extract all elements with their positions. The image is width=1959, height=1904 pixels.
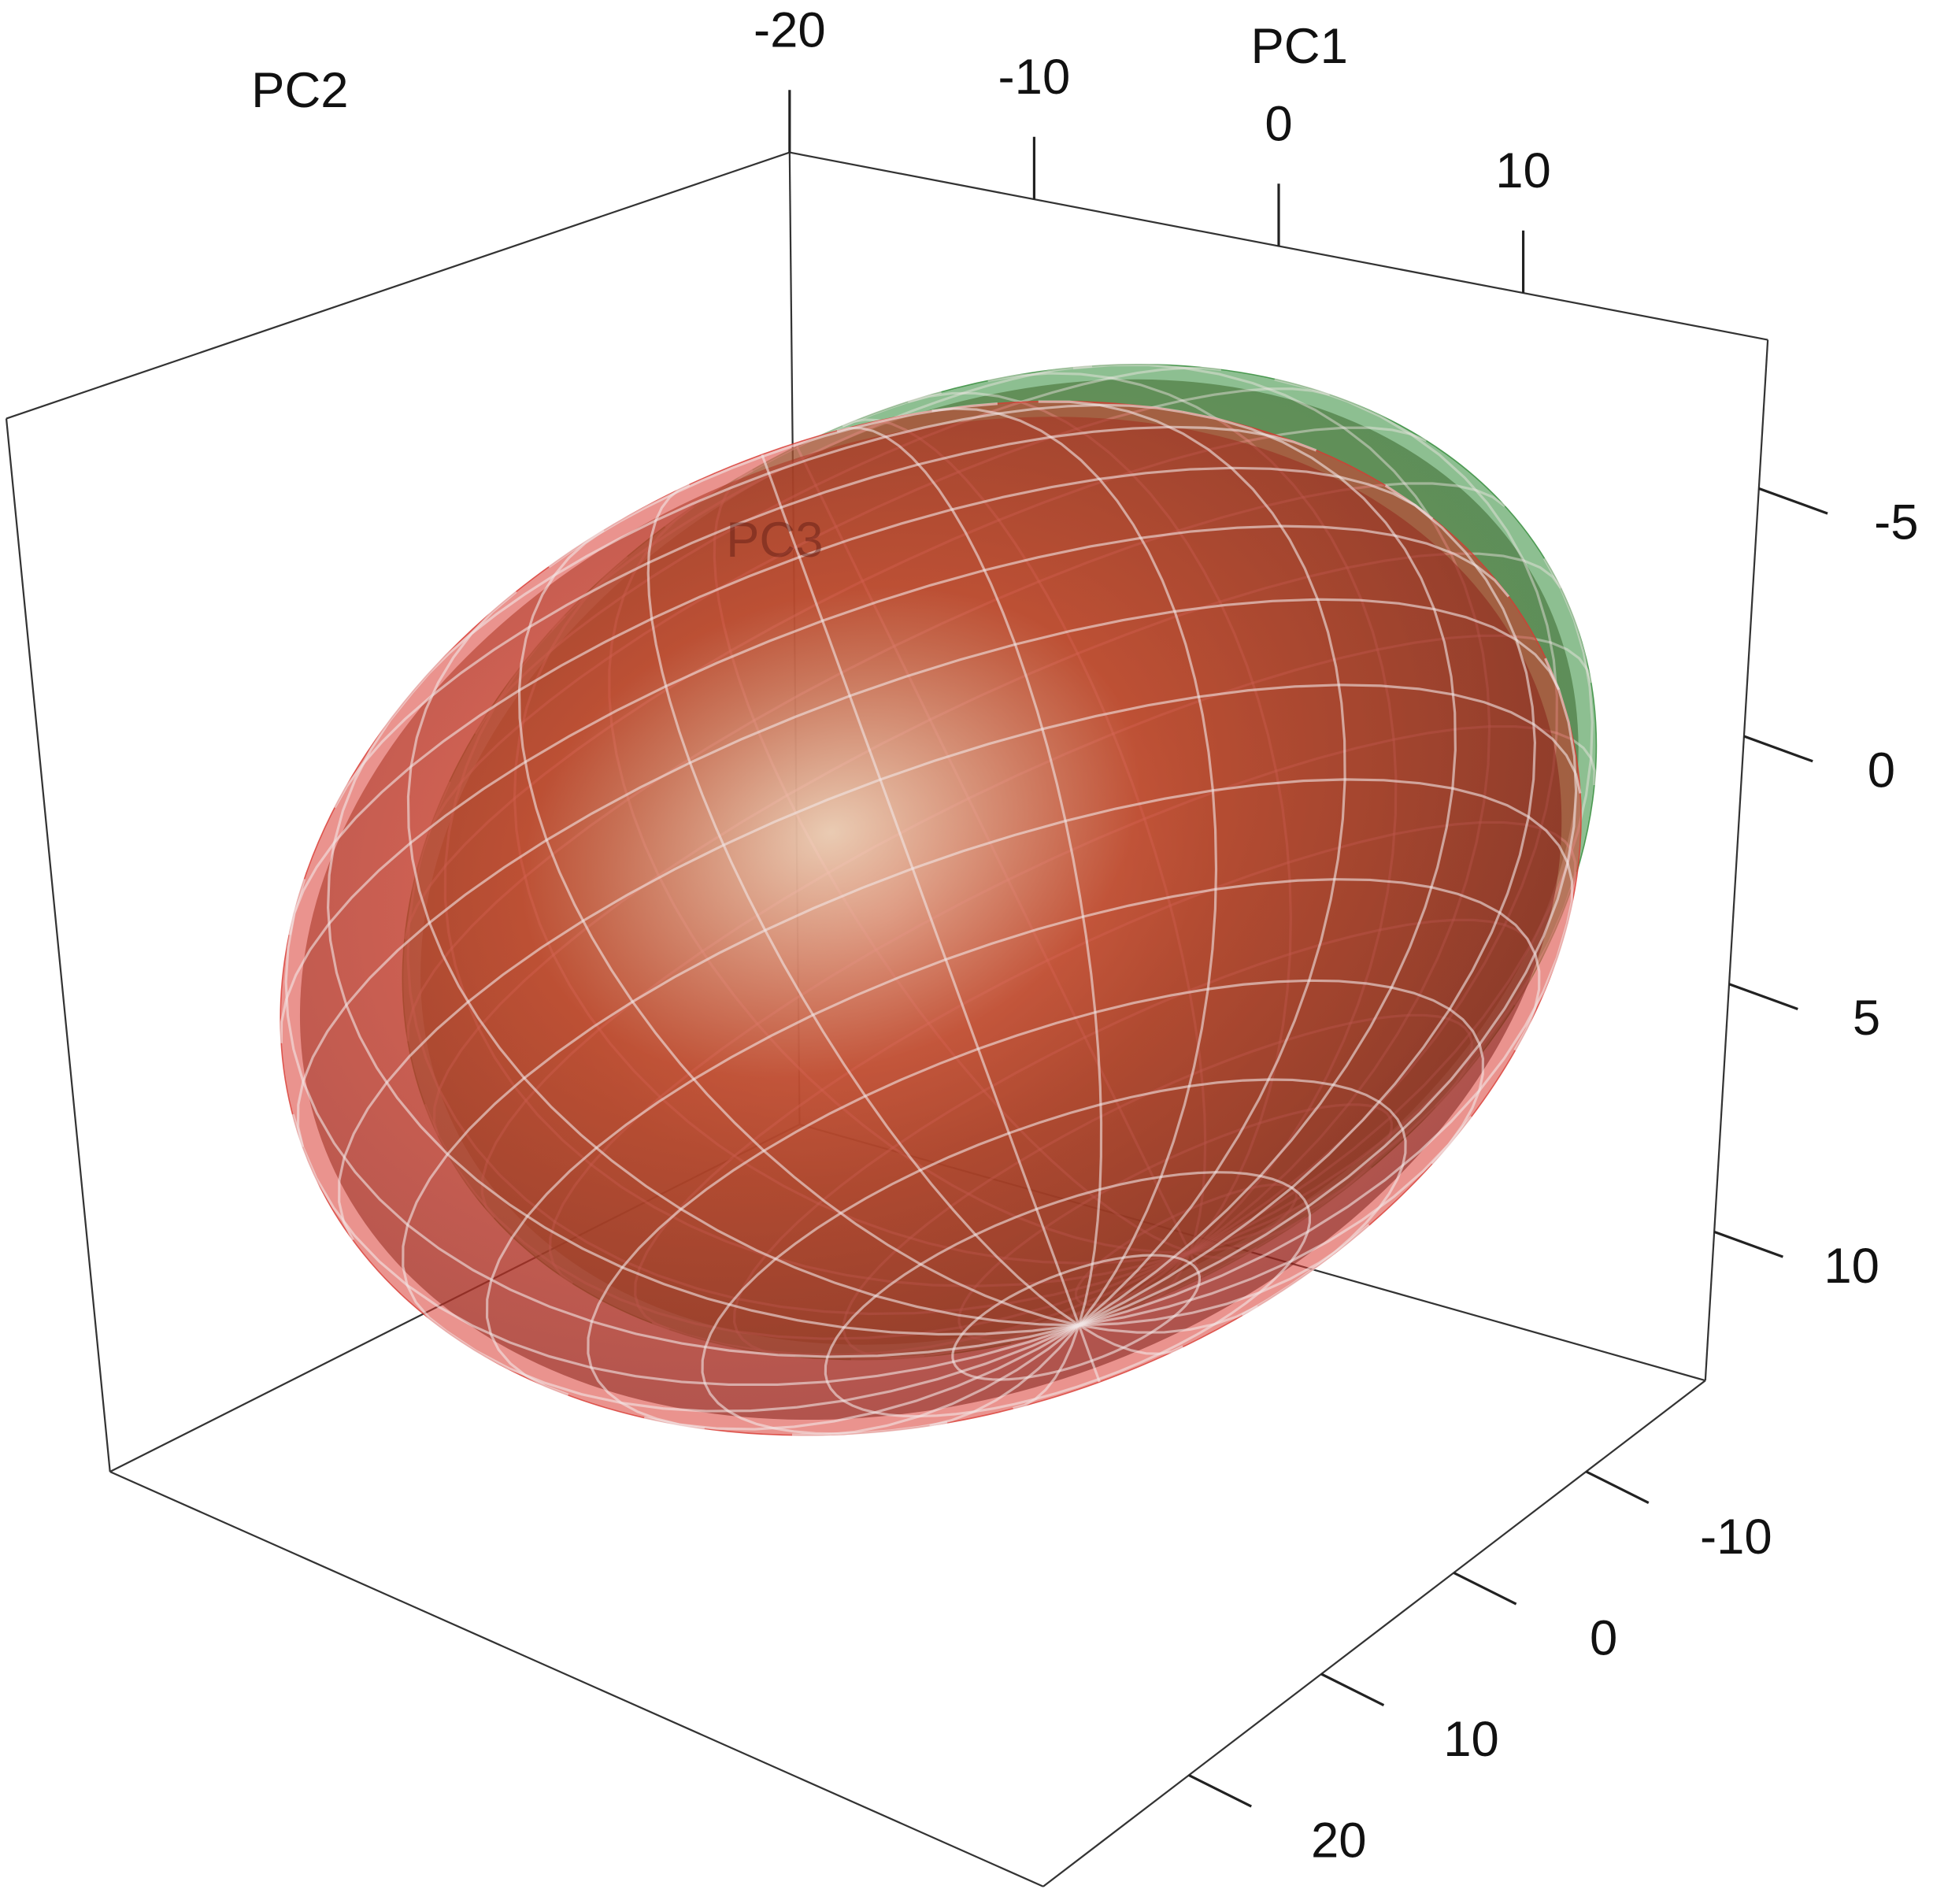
box-edge: [5, 418, 111, 1472]
tick-mark: [1320, 1672, 1385, 1706]
wireframe: [1038, 400, 1346, 1327]
tick-label: 20: [1311, 1813, 1367, 1868]
wireframe: [406, 591, 1079, 1327]
wireframe: [836, 426, 1103, 1326]
wireframe: [1079, 1224, 1370, 1327]
wireframe: [1013, 1324, 1080, 1410]
wireframe: [643, 1324, 1080, 1431]
tick-mark: [1743, 735, 1813, 763]
tick-mark: [1758, 487, 1828, 515]
wireframe: [517, 529, 1079, 1327]
wireframe: [701, 1078, 1407, 1435]
tick-mark: [1728, 983, 1798, 1010]
axis-label: PC2: [251, 63, 348, 118]
tick-label: 0: [1265, 97, 1292, 152]
wireframe: [1078, 658, 1578, 1327]
wireframe: [792, 1324, 1080, 1436]
wireframe: [445, 1324, 1079, 1413]
ellipsoid: [280, 400, 1582, 1436]
tick-mark: [1453, 1571, 1517, 1606]
box-edge: [1704, 339, 1769, 1381]
box-edge: [1042, 1380, 1706, 1887]
wireframe: [1078, 484, 1536, 1327]
tick-label: -5: [1874, 495, 1918, 550]
wireframe: [1079, 1305, 1259, 1334]
tick-label: 5: [1853, 991, 1880, 1046]
tick-label: 10: [1443, 1712, 1499, 1767]
tick-label: -10: [1700, 1509, 1772, 1565]
wireframe: [1079, 1115, 1472, 1327]
wireframe: [1078, 922, 1569, 1327]
ellipsoids: [280, 363, 1598, 1436]
axis-label: PC1: [1250, 19, 1347, 74]
tick-mark: [1585, 1470, 1650, 1504]
wireframe: [1078, 410, 1457, 1327]
tick-label: 0: [1868, 743, 1895, 798]
tick-mark: [1188, 1774, 1252, 1808]
wireframe: [646, 483, 1080, 1327]
wireframe: [1077, 1324, 1101, 1383]
tick-mark: [1713, 1230, 1783, 1258]
tick-label: 10: [1824, 1239, 1879, 1294]
wireframe: [291, 1113, 1079, 1387]
wireframe: [402, 778, 1574, 1332]
wireframe: [761, 454, 1080, 1326]
wireframe: [284, 878, 1079, 1358]
tick-label: -10: [998, 50, 1071, 105]
box-edge: [109, 1471, 1044, 1887]
box-edge: [6, 151, 791, 420]
wireframe: [485, 878, 1541, 1396]
tick-label: 0: [1590, 1610, 1617, 1665]
wireframe: [1078, 1324, 1183, 1355]
wireframe: [326, 691, 1079, 1336]
axis-label: PC3: [726, 513, 823, 568]
tick-label: -20: [754, 3, 826, 58]
wireframe: [931, 407, 1218, 1326]
wireframe: [929, 1324, 1080, 1428]
tick-label: 10: [1495, 143, 1551, 198]
